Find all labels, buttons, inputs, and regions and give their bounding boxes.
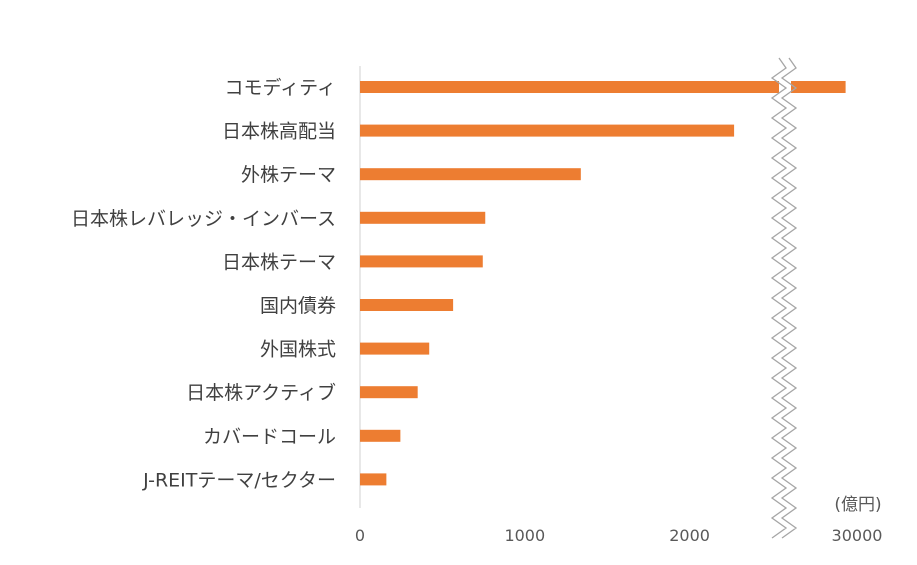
bar-4 <box>360 255 483 268</box>
tick-label-1: 1000 <box>504 526 545 545</box>
tick-label-2: 2000 <box>669 526 710 545</box>
tick-label-3: 30000 <box>832 526 883 545</box>
bar-1 <box>360 124 735 137</box>
axis-break-zigzag-0 <box>770 57 788 539</box>
bar-6 <box>360 342 430 355</box>
category-label-1: 日本株高配当 <box>222 121 336 143</box>
category-label-6: 外国株式 <box>260 339 336 361</box>
category-label-3: 日本株レバレッジ・インバース <box>71 208 336 230</box>
bars-group <box>360 81 846 486</box>
category-label-0: コモディティ <box>224 77 336 99</box>
bar-8 <box>360 429 401 442</box>
bar-2 <box>360 168 581 181</box>
category-label-9: J-REITテーマ/セクター <box>142 469 336 491</box>
category-label-4: 日本株テーマ <box>222 251 336 273</box>
bar-7 <box>360 386 418 399</box>
unit-label: (億円) <box>834 495 881 515</box>
axis-break-group <box>770 57 798 539</box>
category-labels-group: コモディティ日本株高配当外株テーマ日本株レバレッジ・インバース日本株テーマ国内債… <box>71 77 336 491</box>
category-label-7: 日本株アクティブ <box>186 381 336 404</box>
category-label-8: カバードコール <box>203 426 336 448</box>
bar-5 <box>360 299 454 311</box>
axis-break-band <box>779 58 791 538</box>
axis-break-zigzag-1 <box>780 57 798 539</box>
bar-9 <box>360 473 387 486</box>
bar-0 <box>360 81 846 93</box>
tick-label-0: 0 <box>355 526 365 545</box>
bar-3 <box>360 211 486 224</box>
category-label-5: 国内債券 <box>260 295 336 317</box>
category-label-2: 外株テーマ <box>241 164 336 186</box>
tick-labels-group: 0 1000 2000 30000 <box>355 526 883 545</box>
